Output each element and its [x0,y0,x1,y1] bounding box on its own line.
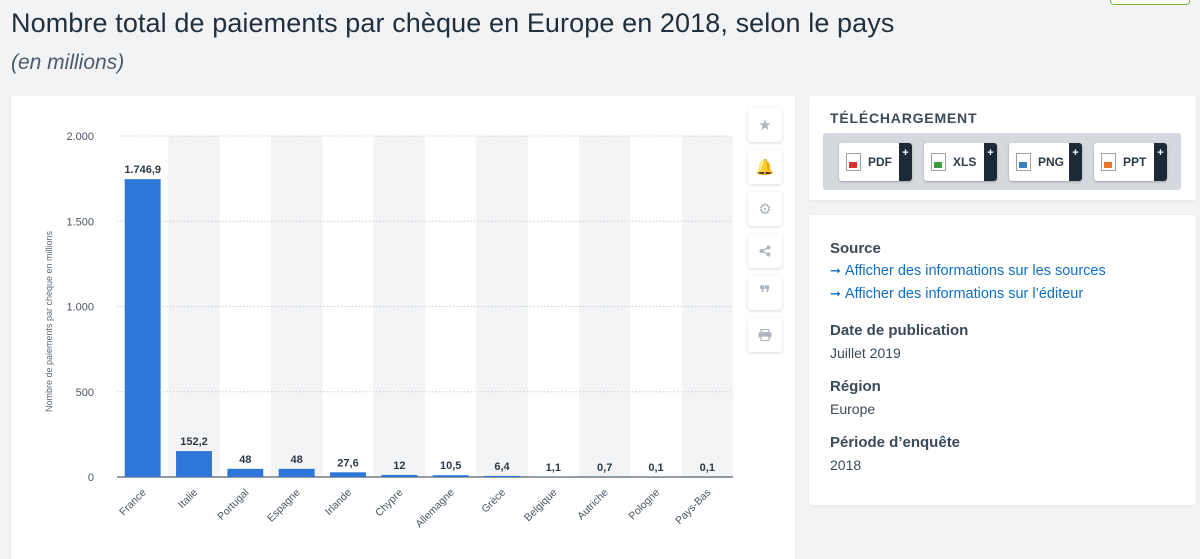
data-label: 0,1 [648,462,663,474]
data-label: 48 [239,454,251,466]
bar [124,179,161,477]
x-tick-label: Portugal [215,487,251,523]
x-tick-label: Irlande [323,487,354,518]
period-section: Période d’enquête 2018 [830,434,960,473]
pdf-file-icon [846,153,861,171]
region-section: Région Europe [830,378,881,417]
column-band [373,136,425,477]
x-tick-label: Grèce [479,487,508,516]
data-label: 10,5 [440,460,461,472]
data-label: 12 [393,460,405,472]
gear-icon[interactable]: ⚙ [748,192,782,226]
x-tick-label: Pays-Bas [673,487,713,527]
bar [432,475,469,477]
download-xls-button[interactable]: XLS + [924,143,997,181]
region-value: Europe [830,401,876,417]
download-xls-plus[interactable]: + [984,143,997,181]
arrow-right-icon: ➞ [830,264,841,279]
y-tick-label: 2.000 [66,131,94,143]
bar-chart: 0 500 1.000 1.500 2.000 1.746,9 France 152,2 Ita… [44,131,733,531]
x-tick-label: Belgique [522,487,559,524]
publication-section: Date de publication Juillet 2019 [830,322,968,361]
quote-icon[interactable]: ❞ [748,276,782,310]
download-bar: PDF + XLS + PNG + PPT + [823,133,1181,190]
ppt-file-icon [1101,153,1116,171]
column-band [681,136,733,477]
period-heading: Période d’enquête [830,434,961,451]
download-pdf-plus[interactable]: + [899,143,912,181]
y-tick-label: 0 [88,472,94,484]
data-label: 48 [291,454,303,466]
chart-card: 0 500 1.000 1.500 2.000 1.746,9 France 152,2 Ita… [11,96,795,559]
share-icon[interactable] [748,234,782,268]
download-png-plus[interactable]: + [1069,143,1082,181]
x-tick-label: Autriche [575,487,611,523]
page-title: Nombre total de paiements par chèque en … [11,8,895,38]
bar [227,468,264,477]
bell-icon[interactable]: 🔔 [748,150,782,184]
publication-value: Juillet 2019 [830,345,901,361]
y-tick-label: 1.000 [66,302,94,314]
download-ppt-button[interactable]: PPT + [1094,143,1167,181]
bar [176,451,212,477]
region-heading: Région [830,378,881,395]
source-info-link[interactable]: ➞ Afficher des informations sur les sourc… [830,263,1106,279]
print-icon[interactable] [748,318,782,352]
publication-heading: Date de publication [830,322,969,339]
x-tick-label: Espagne [265,487,303,525]
download-card: TÉLÉCHARGEMENT PDF + XLS + PNG + PPT + [809,96,1196,200]
y-axis-label: Nombre de paiements par chèque en millio… [44,230,54,412]
star-icon[interactable]: ★ [748,108,782,142]
data-label: 27,6 [337,457,358,469]
data-label: 1.746,9 [124,164,161,176]
x-tick-label: Chypre [373,487,406,520]
download-xls-label: XLS [953,155,977,169]
data-label: 6,4 [494,461,510,473]
page-subtitle: (en millions) [11,51,125,74]
data-label: 0,1 [700,462,715,474]
data-label: 1,1 [546,462,561,474]
source-heading: Source [830,240,881,257]
bar [484,475,520,477]
x-tick-label: France [117,487,149,519]
x-tick-label: Allemagne [413,487,457,531]
download-ppt-label: PPT [1123,155,1147,169]
top-action-button[interactable] [1110,0,1190,5]
download-pdf-button[interactable]: PDF + [839,143,912,181]
bar [330,472,366,477]
x-tick-label: Italie [176,487,200,511]
data-label: 152,2 [180,436,208,448]
data-label: 0,7 [597,462,612,474]
meta-card: Source ➞ Afficher des informations sur le… [809,215,1196,505]
arrow-right-icon: ➞ [830,287,841,302]
download-png-label: PNG [1038,155,1065,169]
png-file-icon [1016,153,1031,171]
download-pdf-label: PDF [868,155,892,169]
period-value: 2018 [830,457,862,473]
download-png-button[interactable]: PNG + [1009,143,1082,181]
y-tick-label: 500 [76,387,94,399]
xls-file-icon [931,153,946,171]
source-section: Source ➞ Afficher des informations sur le… [830,240,1106,302]
y-tick-label: 1.500 [66,216,94,228]
bar [278,468,315,477]
download-title: TÉLÉCHARGEMENT [830,110,978,126]
x-tick-label: Pologne [626,487,662,523]
publisher-info-link[interactable]: ➞ Afficher des informations sur l’éditeur [830,286,1084,302]
bar [381,474,418,477]
download-ppt-plus[interactable]: + [1154,143,1167,181]
chart-toolbar: ★ 🔔 ⚙ ❞ [748,108,784,360]
